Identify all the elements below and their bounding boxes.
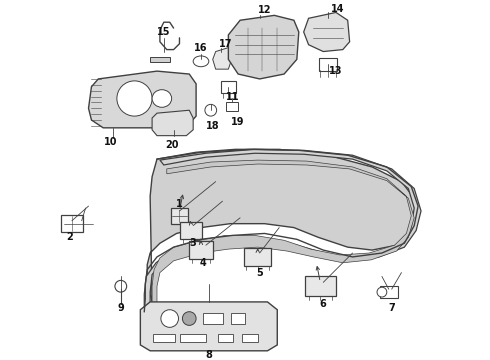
Circle shape [117, 81, 152, 116]
Bar [153, 334, 174, 342]
Text: 11: 11 [225, 91, 239, 102]
Bar [180, 222, 202, 239]
Circle shape [182, 312, 196, 325]
Bar [218, 334, 233, 342]
Polygon shape [213, 48, 232, 69]
Text: 14: 14 [331, 4, 344, 14]
Text: 1: 1 [176, 199, 183, 209]
Text: 6: 6 [320, 299, 327, 309]
Text: 16: 16 [194, 42, 208, 53]
Ellipse shape [193, 56, 209, 67]
Polygon shape [140, 302, 277, 351]
Bar [231, 313, 245, 324]
Bar [380, 286, 397, 298]
Bar [220, 81, 236, 93]
Text: 19: 19 [231, 117, 245, 127]
Text: 10: 10 [104, 136, 118, 147]
Text: 13: 13 [329, 66, 343, 76]
Polygon shape [89, 71, 196, 128]
Text: 2: 2 [67, 232, 74, 242]
Text: 17: 17 [219, 39, 232, 49]
Polygon shape [152, 110, 193, 136]
Polygon shape [304, 13, 350, 51]
Bar [171, 208, 188, 224]
Bar [319, 58, 337, 71]
Bar [242, 334, 258, 342]
Bar [203, 313, 222, 324]
Text: 4: 4 [199, 258, 206, 268]
Text: 9: 9 [118, 303, 124, 313]
Circle shape [161, 310, 178, 327]
Circle shape [205, 104, 217, 116]
Polygon shape [228, 15, 299, 79]
Circle shape [377, 287, 387, 297]
Text: 12: 12 [258, 5, 271, 15]
Text: 15: 15 [157, 27, 171, 37]
Bar [226, 102, 238, 111]
Text: 8: 8 [205, 350, 212, 360]
Bar [61, 215, 83, 233]
Bar [150, 57, 170, 62]
Bar [244, 248, 271, 266]
Bar [189, 241, 213, 259]
Circle shape [115, 280, 126, 292]
Ellipse shape [152, 90, 172, 107]
Text: 5: 5 [256, 267, 263, 278]
Polygon shape [147, 149, 416, 302]
Bar [180, 334, 206, 342]
Text: 7: 7 [388, 303, 395, 313]
Polygon shape [144, 149, 421, 314]
Text: 20: 20 [165, 140, 178, 150]
Polygon shape [152, 160, 414, 306]
Text: 18: 18 [206, 121, 220, 131]
Text: 3: 3 [190, 238, 196, 248]
Bar [305, 276, 336, 296]
